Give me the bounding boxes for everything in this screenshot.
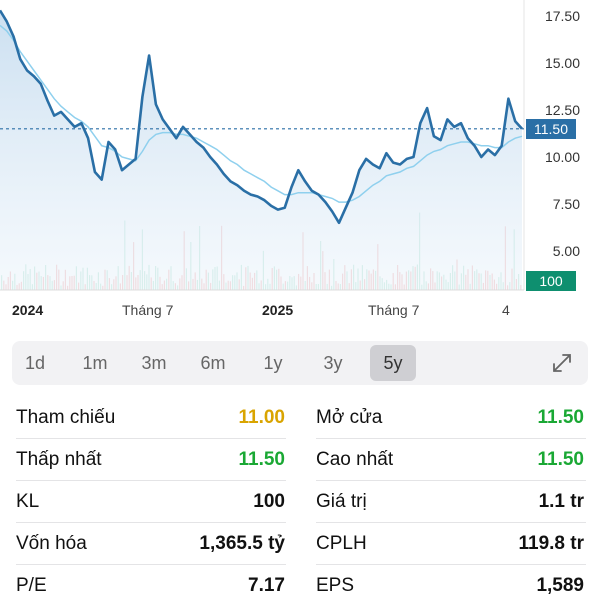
stat-value: 7.17 [248, 575, 285, 596]
stats-separator [16, 522, 286, 523]
stat-value: 1,589 [536, 575, 584, 596]
stat-label: Vốn hóa [16, 533, 87, 554]
stat-label: Thấp nhất [16, 449, 102, 470]
stats-row: KL 100 Giá trị 1.1 tr [0, 481, 600, 523]
range-button-1m[interactable]: 1m [82, 353, 108, 373]
y-tick-label: 10.00 [544, 149, 580, 165]
stat-value: 11.00 [238, 407, 286, 428]
range-button-1y[interactable]: 1y [263, 353, 283, 373]
stat-value: 11.50 [238, 449, 286, 470]
stats-separator [316, 522, 586, 523]
stats-separator [316, 564, 586, 565]
y-tick-label: 12.50 [544, 102, 580, 118]
stat-label: Tham chiếu [16, 407, 116, 428]
stat-label: Giá trị [316, 491, 367, 512]
y-tick-label: 15.00 [544, 55, 580, 71]
stat-value: 11.50 [537, 449, 585, 470]
stat-label: Cao nhất [316, 449, 394, 470]
range-button-5y[interactable]: 5y [370, 345, 416, 381]
stats-row: Tham chiếu 11.00 Mở cửa 11.50 [0, 397, 600, 439]
stats-row: Vốn hóa 1,365.5 tỷ CPLH 119.8 tr [0, 523, 600, 565]
y-tick-label: 17.50 [544, 8, 580, 24]
stat-label: Mở cửa [316, 407, 383, 428]
stat-value: 119.8 tr [518, 533, 585, 554]
range-button-3m[interactable]: 3m [141, 353, 167, 373]
x-tick-label: 2025 [262, 302, 294, 318]
stats-separator [16, 564, 286, 565]
stat-label: KL [16, 491, 40, 512]
stat-label: CPLH [316, 533, 367, 554]
stats-row: Thấp nhất 11.50 Cao nhất 11.50 [0, 439, 600, 481]
current-price-tag: 11.50 [526, 118, 576, 139]
price-chart[interactable] [0, 0, 600, 300]
x-tick-label: 4 [502, 302, 510, 318]
stat-value: 1,365.5 tỷ [199, 533, 285, 554]
moving-average-line [0, 24, 523, 203]
stats-separator [316, 480, 586, 481]
stat-label: P/E [16, 575, 47, 596]
stats-separator [16, 438, 286, 439]
range-button-1d[interactable]: 1d [24, 353, 46, 373]
stat-label: EPS [316, 575, 355, 596]
y-tick-label: 7.50 [552, 196, 580, 212]
price-area [0, 10, 522, 291]
expand-icon[interactable] [550, 351, 574, 375]
x-tick-label: Tháng 7 [368, 302, 420, 318]
current-volume-tag: 100 [526, 271, 576, 291]
x-tick-label: Tháng 7 [122, 302, 174, 318]
stats-row: P/E 7.17 EPS 1,589 [0, 565, 600, 607]
stats-separator [16, 480, 286, 481]
stats-separator [316, 438, 586, 439]
stat-value: 100 [253, 491, 285, 512]
stat-value: 1.1 tr [538, 491, 584, 512]
range-selector: 1d 1m 3m 6m 1y 3y 5y [12, 341, 588, 385]
range-button-6m[interactable]: 6m [200, 353, 226, 373]
y-tick-label: 5.00 [552, 243, 580, 259]
x-tick-label: 2024 [12, 302, 44, 318]
price-line [0, 9, 523, 225]
stat-value: 11.50 [537, 407, 585, 428]
range-button-3y[interactable]: 3y [323, 353, 343, 373]
